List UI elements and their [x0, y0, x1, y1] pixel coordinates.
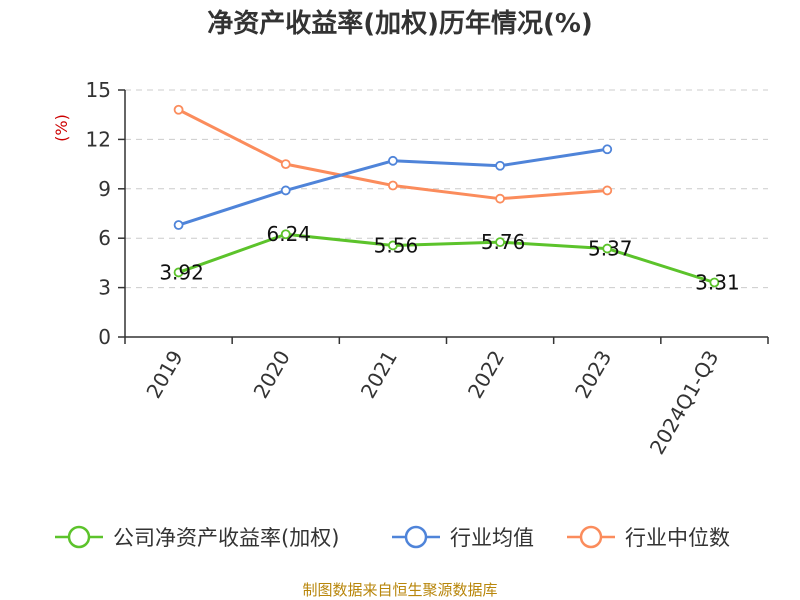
x-tick-label: 2019 — [141, 346, 187, 402]
data-label: 3.92 — [159, 260, 204, 284]
data-point[interactable] — [280, 229, 291, 240]
data-label: 6.24 — [266, 222, 311, 246]
legend-marker — [579, 525, 603, 549]
data-point[interactable] — [495, 160, 505, 171]
data-point[interactable] — [709, 277, 720, 288]
chart-title: 净资产收益率(加权)历年情况(%) — [207, 8, 593, 39]
data-point[interactable] — [388, 240, 398, 251]
data-label: 5.37 — [588, 237, 633, 261]
data-point[interactable] — [173, 220, 184, 230]
data-label: 3.31 — [695, 270, 740, 294]
source-note: 制图数据来自恒生聚源数据库 — [302, 581, 497, 599]
y-tick-label: 9 — [98, 177, 111, 201]
x-tick-label: 2020 — [249, 346, 295, 402]
legend-label: 行业中位数 — [625, 526, 730, 550]
legend[interactable]: 公司净资产收益率(加权) 行业均值 行业中位数 — [55, 525, 730, 550]
series-lines — [173, 104, 720, 288]
data-point[interactable] — [602, 144, 613, 155]
data-label: 5.56 — [374, 233, 419, 257]
legend-label: 公司净资产收益率(加权) — [113, 526, 339, 550]
y-tick-label: 15 — [86, 78, 111, 102]
x-tick-label: 2024Q1-Q3 — [645, 346, 724, 458]
data-point[interactable] — [602, 185, 613, 196]
legend-item[interactable]: 行业中位数 — [567, 525, 730, 550]
data-point[interactable] — [280, 185, 291, 196]
y-tick-label: 6 — [98, 226, 111, 250]
y-tick-label: 3 — [98, 276, 111, 300]
data-point[interactable] — [173, 104, 184, 115]
x-tick-label: 2021 — [356, 346, 402, 402]
series-line — [178, 232, 715, 284]
data-label: 5.76 — [481, 230, 526, 254]
y-tick-label: 0 — [98, 325, 111, 349]
x-tick-label: 2022 — [463, 346, 509, 402]
data-labels: 3.92 6.24 5.56 5.76 5.37 3.31 — [159, 222, 739, 294]
legend-marker — [67, 525, 91, 549]
data-point[interactable] — [388, 155, 398, 166]
x-tick-label: 2023 — [570, 346, 616, 402]
data-point[interactable] — [495, 237, 505, 248]
legend-item[interactable]: 行业均值 — [392, 525, 534, 550]
data-point[interactable] — [173, 267, 184, 278]
legend-label: 行业均值 — [450, 526, 534, 550]
y-axis-label: (%) — [52, 114, 71, 142]
legend-item[interactable]: 公司净资产收益率(加权) — [55, 525, 339, 550]
y-tick-label: 12 — [86, 127, 111, 151]
data-point[interactable] — [495, 193, 505, 204]
legend-marker — [404, 525, 428, 549]
data-point[interactable] — [602, 243, 613, 254]
grid-lines — [125, 89, 768, 289]
data-point[interactable] — [280, 159, 291, 170]
data-point[interactable] — [388, 180, 398, 191]
